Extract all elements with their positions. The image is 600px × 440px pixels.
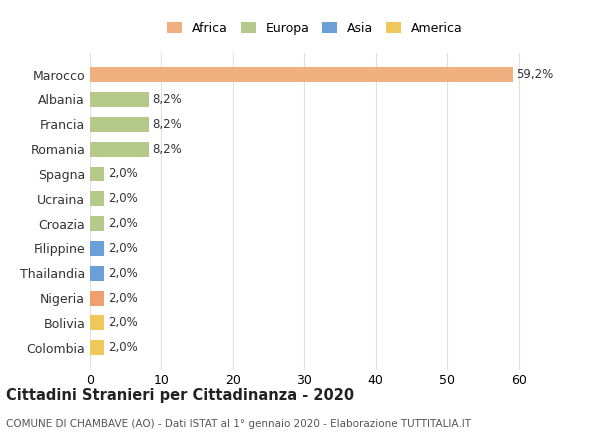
Text: 8,2%: 8,2% (152, 143, 182, 156)
Text: 8,2%: 8,2% (152, 118, 182, 131)
Text: 2,0%: 2,0% (108, 267, 137, 280)
Text: 2,0%: 2,0% (108, 168, 137, 180)
Text: 8,2%: 8,2% (152, 93, 182, 106)
Bar (90, 340, 104, 355)
Bar (90, 315, 104, 330)
Text: 2,0%: 2,0% (108, 217, 137, 230)
Bar (90, 67, 513, 82)
Bar (90, 216, 104, 231)
Text: Cittadini Stranieri per Cittadinanza - 2020: Cittadini Stranieri per Cittadinanza - 2… (6, 389, 354, 403)
Text: COMUNE DI CHAMBAVE (AO) - Dati ISTAT al 1° gennaio 2020 - Elaborazione TUTTITALI: COMUNE DI CHAMBAVE (AO) - Dati ISTAT al … (6, 419, 471, 429)
Text: 2,0%: 2,0% (108, 192, 137, 205)
Bar (90, 191, 104, 206)
Bar (90, 142, 149, 157)
Bar (90, 266, 104, 281)
Legend: Africa, Europa, Asia, America: Africa, Europa, Asia, America (164, 18, 466, 38)
Bar (90, 117, 149, 132)
Bar (90, 166, 104, 181)
Text: 2,0%: 2,0% (108, 341, 137, 354)
Text: 2,0%: 2,0% (108, 242, 137, 255)
Bar (90, 291, 104, 305)
Text: 2,0%: 2,0% (108, 292, 137, 304)
Bar (90, 241, 104, 256)
Text: 59,2%: 59,2% (517, 68, 554, 81)
Bar (90, 92, 149, 107)
Text: 2,0%: 2,0% (108, 316, 137, 330)
